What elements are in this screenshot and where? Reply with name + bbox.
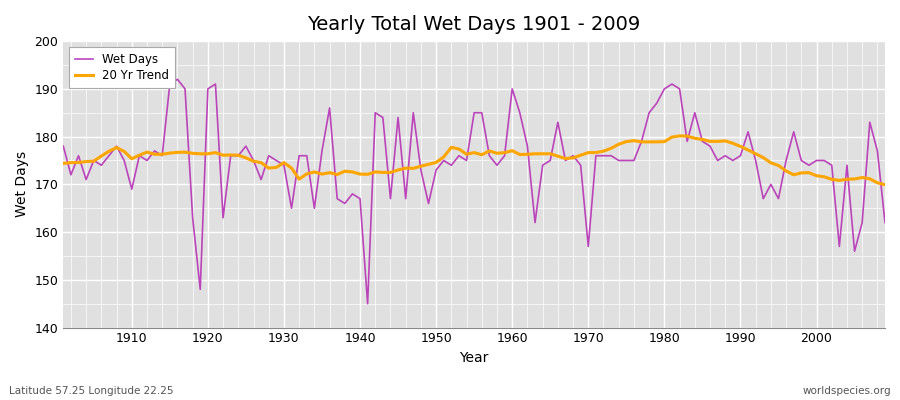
Wet Days	[58, 144, 68, 148]
X-axis label: Year: Year	[460, 351, 489, 365]
20 Yr Trend	[286, 166, 297, 170]
20 Yr Trend	[332, 172, 343, 177]
Wet Days	[172, 77, 183, 82]
Wet Days	[613, 158, 624, 163]
Wet Days	[293, 153, 304, 158]
Y-axis label: Wet Days: Wet Days	[15, 151, 29, 218]
20 Yr Trend	[674, 134, 685, 138]
Wet Days	[522, 144, 533, 148]
20 Yr Trend	[879, 182, 890, 187]
Text: Latitude 57.25 Longitude 22.25: Latitude 57.25 Longitude 22.25	[9, 386, 174, 396]
Line: Wet Days: Wet Days	[63, 79, 885, 304]
Line: 20 Yr Trend: 20 Yr Trend	[63, 136, 885, 185]
20 Yr Trend	[500, 150, 510, 155]
Text: worldspecies.org: worldspecies.org	[803, 386, 891, 396]
20 Yr Trend	[119, 149, 130, 154]
20 Yr Trend	[598, 149, 609, 154]
Title: Yearly Total Wet Days 1901 - 2009: Yearly Total Wet Days 1901 - 2009	[308, 15, 641, 34]
20 Yr Trend	[58, 161, 68, 166]
Wet Days	[879, 220, 890, 225]
Wet Days	[515, 110, 526, 115]
Legend: Wet Days, 20 Yr Trend: Wet Days, 20 Yr Trend	[69, 47, 176, 88]
Wet Days	[119, 158, 130, 163]
20 Yr Trend	[507, 148, 517, 153]
Wet Days	[362, 301, 373, 306]
Wet Days	[339, 201, 350, 206]
